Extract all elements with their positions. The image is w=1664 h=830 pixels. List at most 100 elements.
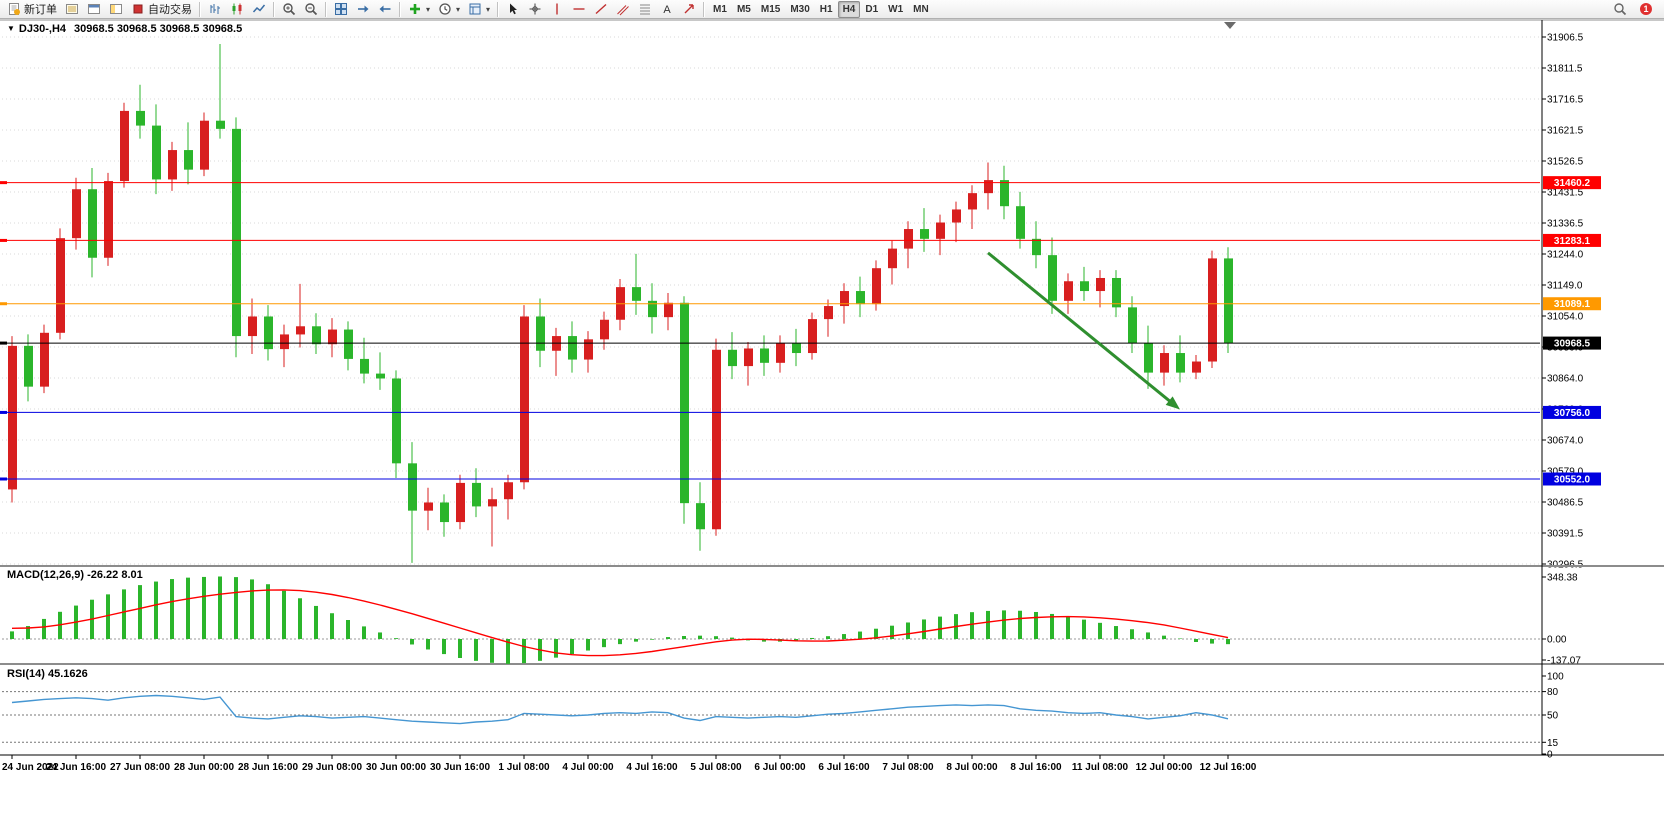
svg-text:30391.5: 30391.5 (1547, 529, 1584, 540)
cursor-button[interactable] (502, 1, 524, 18)
timeframe-button-w1[interactable]: W1 (883, 1, 908, 18)
auto-scroll-button[interactable] (352, 1, 374, 18)
auto-trading-button[interactable]: 自动交易 (127, 1, 196, 18)
candlestick-chart-button[interactable] (226, 1, 248, 18)
candle-down (1080, 281, 1089, 292)
trend-arrow-object[interactable] (987, 251, 1180, 410)
tile-windows-button[interactable] (330, 1, 352, 18)
svg-text:8 Jul 16:00: 8 Jul 16:00 (1010, 762, 1062, 773)
svg-text:0: 0 (1547, 750, 1553, 761)
new-order-button[interactable]: 新订单 (3, 1, 61, 18)
candle-down (184, 150, 193, 170)
candle-up (296, 326, 305, 335)
indicators-button[interactable]: ▾ (404, 1, 434, 18)
pane-splitter[interactable] (0, 663, 1664, 665)
timeframe-button-h1[interactable]: H1 (815, 1, 838, 18)
svg-text:0.00: 0.00 (1547, 635, 1567, 646)
main-toolbar: 新订单 自动交易 ▾ ▾ ▾ A M1 M5 M15 M30 H1 H4 D1 W1 MN 1 (0, 0, 1664, 19)
candle-up (808, 319, 817, 354)
candle-up (952, 209, 961, 223)
channel-button[interactable] (612, 1, 634, 18)
svg-text:30486.5: 30486.5 (1547, 498, 1584, 509)
candle-up (1160, 353, 1169, 373)
search-button[interactable] (1609, 1, 1631, 18)
candle-down (152, 125, 161, 180)
trendline-button[interactable] (590, 1, 612, 18)
price-badge (1543, 233, 1601, 247)
candle-down (760, 348, 769, 363)
zoom-out-button[interactable] (300, 1, 322, 18)
svg-text:31431.5: 31431.5 (1547, 188, 1584, 199)
crosshair-button[interactable] (524, 1, 546, 18)
candle-up (984, 180, 993, 194)
bar-chart-button[interactable] (204, 1, 226, 18)
svg-text:31906.5: 31906.5 (1547, 33, 1584, 44)
svg-text:31716.5: 31716.5 (1547, 95, 1584, 106)
chevron-down-icon: ▾ (426, 4, 431, 14)
svg-text:31244.0: 31244.0 (1547, 250, 1584, 261)
templates-button[interactable]: ▾ (464, 1, 494, 18)
svg-text:30674.0: 30674.0 (1547, 436, 1584, 447)
zoom-in-button[interactable] (278, 1, 300, 18)
price-badge (1543, 297, 1601, 311)
periods-button[interactable]: ▾ (434, 1, 464, 18)
svg-text:28 Jun 16:00: 28 Jun 16:00 (238, 762, 298, 773)
candle-up (72, 189, 81, 239)
timeframe-button-d1[interactable]: D1 (860, 1, 883, 18)
candle-up (824, 306, 833, 320)
timeframe-button-m5[interactable]: M5 (732, 1, 756, 18)
svg-text:31089.1: 31089.1 (1554, 299, 1591, 310)
svg-text:12 Jul 00:00: 12 Jul 00:00 (1136, 762, 1193, 773)
svg-text:30579.0: 30579.0 (1547, 467, 1584, 478)
candle-up (744, 348, 753, 367)
timeframe-button-h4[interactable]: H4 (837, 0, 861, 18)
candle-down (1016, 206, 1025, 239)
chart-shift-marker[interactable] (1224, 22, 1236, 29)
candles (8, 44, 1233, 563)
macd-histogram (10, 576, 1230, 664)
svg-text:8 Jul 00:00: 8 Jul 00:00 (946, 762, 998, 773)
toolbar-right-area: 1 (1609, 1, 1661, 18)
candle-down (696, 503, 705, 530)
arrows-button[interactable] (678, 1, 700, 18)
toolbar-separator (703, 1, 706, 17)
timeframe-button-m30[interactable]: M30 (785, 1, 814, 18)
text-icon: A (660, 2, 674, 16)
candle-down (920, 229, 929, 239)
svg-text:31460.2: 31460.2 (1554, 178, 1591, 189)
candle-down (392, 378, 401, 464)
candle-down (1048, 255, 1057, 301)
navigator-button[interactable] (105, 1, 127, 18)
one-click-trading-arrow[interactable]: ▼ (7, 24, 15, 33)
candle-up (1096, 277, 1105, 292)
candle-up (8, 345, 17, 490)
svg-text:12 Jul 16:00: 12 Jul 16:00 (1200, 762, 1257, 773)
chart-shift-icon (378, 2, 392, 16)
vertical-line-button[interactable] (546, 1, 568, 18)
zoom-in-icon (282, 2, 296, 16)
chart-shift-button[interactable] (374, 1, 396, 18)
crosshair-icon (528, 2, 542, 16)
data-window-button[interactable] (83, 1, 105, 18)
trendline-icon (594, 2, 608, 16)
search-icon (1613, 2, 1627, 16)
candle-up (280, 334, 289, 350)
notification-button[interactable]: 1 (1635, 1, 1657, 18)
toolbar-separator (273, 1, 275, 17)
horizontal-line-button[interactable] (568, 1, 590, 18)
timeframe-button-mn[interactable]: MN (908, 1, 934, 18)
chevron-down-icon: ▾ (456, 4, 461, 14)
market-watch-button[interactable] (61, 1, 83, 18)
timeframe-button-m1[interactable]: M1 (708, 1, 732, 18)
indicators-icon (408, 2, 422, 16)
text-button[interactable]: A (656, 1, 678, 18)
pane-splitter[interactable] (0, 565, 1664, 567)
candle-up (328, 329, 337, 345)
candle-up (488, 499, 497, 507)
timeframe-button-m15[interactable]: M15 (756, 1, 785, 18)
line-chart-button[interactable] (248, 1, 270, 18)
candle-up (104, 181, 113, 258)
svg-text:28 Jun 00:00: 28 Jun 00:00 (174, 762, 234, 773)
fibonacci-button[interactable] (634, 1, 656, 18)
candle-up (520, 316, 529, 483)
